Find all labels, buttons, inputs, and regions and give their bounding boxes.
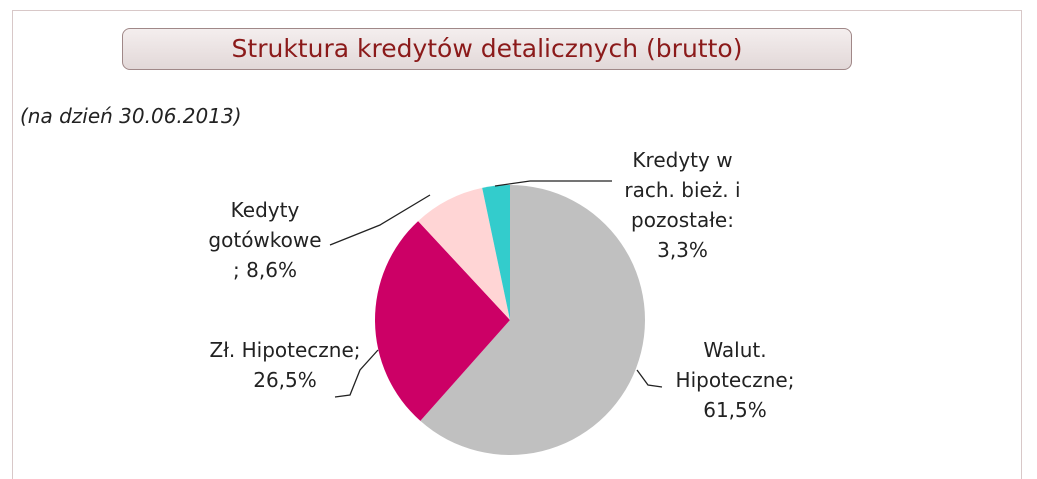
data-label: Kredyty w rach. bież. i pozostałe: 3,3%	[605, 145, 760, 265]
value-label: 61,5%	[703, 398, 767, 422]
category-label: Walut. Hipoteczne;	[675, 338, 795, 392]
leader-line	[636, 369, 663, 388]
chart-title: Struktura kredytów detalicznych (brutto)	[122, 28, 852, 70]
pie	[374, 185, 645, 455]
leader-line	[334, 349, 379, 398]
value-label: 3,3%	[657, 238, 708, 262]
leaders	[329, 180, 663, 398]
leader-line	[494, 180, 612, 187]
pie-slice	[374, 221, 510, 421]
data-label: Kedyty gotówkowe ; 8,6%	[190, 195, 340, 285]
category-label: Kredyty w rach. bież. i pozostałe:	[624, 148, 741, 232]
frame	[12, 10, 1022, 479]
leader-line	[329, 194, 431, 246]
pie-slice	[418, 187, 510, 320]
value-label: 26,5%	[253, 368, 317, 392]
pie-slice	[482, 185, 510, 320]
category-label: Kedyty gotówkowe	[208, 198, 322, 252]
category-label: Zł. Hipoteczne;	[209, 338, 361, 362]
data-label: Walut. Hipoteczne; 61,5%	[650, 335, 820, 425]
pie-slice	[420, 185, 645, 455]
chart-subtitle: (na dzień 30.06.2013)	[20, 104, 242, 128]
value-label: ; 8,6%	[233, 258, 297, 282]
data-label: Zł. Hipoteczne; 26,5%	[195, 335, 375, 395]
